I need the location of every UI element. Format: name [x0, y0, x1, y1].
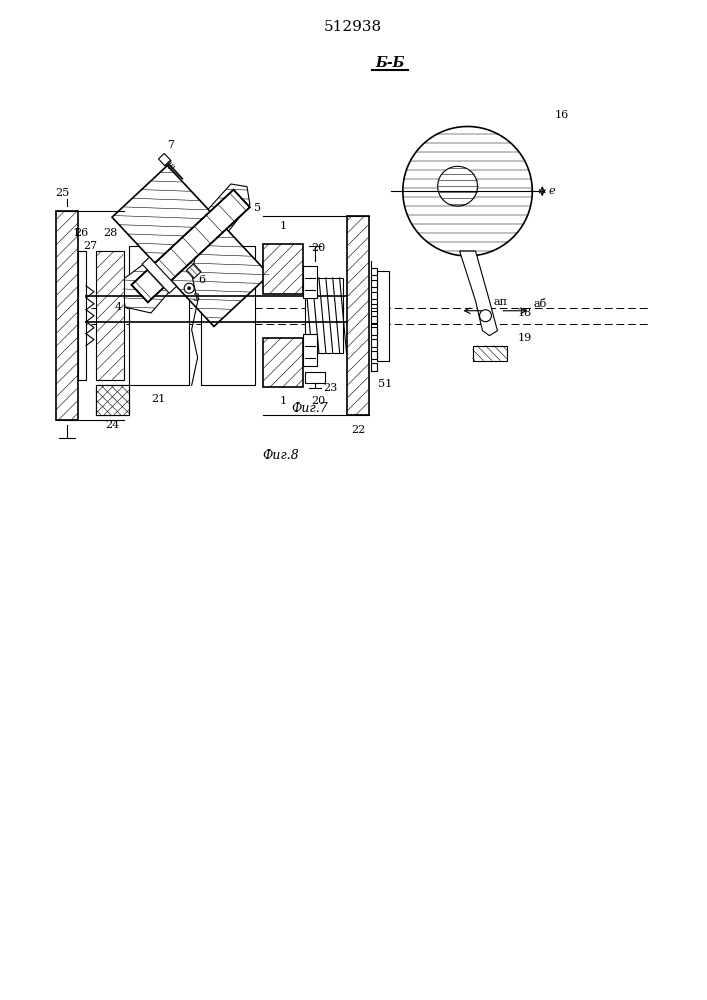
Text: 21: 21: [151, 394, 166, 404]
Text: 5: 5: [254, 203, 261, 213]
Polygon shape: [158, 153, 171, 166]
Text: 7: 7: [168, 140, 175, 150]
Polygon shape: [305, 278, 343, 353]
Text: 20: 20: [311, 243, 325, 253]
Polygon shape: [460, 251, 498, 336]
Text: Фиг.8: Фиг.8: [262, 449, 298, 462]
Text: аб: аб: [533, 299, 547, 309]
Polygon shape: [132, 190, 250, 302]
Circle shape: [185, 283, 194, 293]
Bar: [303, 334, 317, 366]
Text: ап: ап: [493, 297, 508, 307]
Bar: [303, 266, 317, 298]
Bar: [377, 271, 389, 361]
Text: 1: 1: [73, 228, 80, 238]
Text: 24: 24: [105, 420, 119, 430]
Polygon shape: [121, 259, 175, 313]
Polygon shape: [208, 184, 250, 231]
Text: 26: 26: [74, 228, 88, 238]
Bar: [129, 246, 189, 385]
Bar: [305, 372, 325, 383]
Polygon shape: [96, 385, 129, 415]
Bar: [78, 251, 86, 380]
Polygon shape: [347, 216, 369, 415]
Text: 27: 27: [83, 241, 97, 251]
Text: 22: 22: [351, 425, 365, 435]
Polygon shape: [133, 191, 248, 301]
Circle shape: [187, 287, 191, 290]
Text: 23: 23: [323, 383, 337, 393]
Text: 1: 1: [280, 221, 287, 231]
Text: 3: 3: [192, 293, 199, 303]
Text: 51: 51: [378, 379, 392, 389]
Text: 6: 6: [199, 275, 206, 285]
Polygon shape: [186, 264, 201, 279]
Text: Фиг.7: Фиг.7: [292, 402, 329, 415]
Text: 1: 1: [280, 396, 287, 406]
Text: 16: 16: [554, 110, 568, 120]
Bar: [201, 246, 255, 385]
Polygon shape: [56, 211, 78, 420]
Text: е: е: [548, 186, 555, 196]
Polygon shape: [472, 346, 508, 361]
Text: 512938: 512938: [324, 20, 382, 34]
Polygon shape: [96, 385, 129, 415]
Text: 18: 18: [518, 308, 532, 318]
Polygon shape: [112, 166, 269, 326]
Text: 20: 20: [311, 396, 325, 406]
Text: 4: 4: [115, 302, 122, 312]
Circle shape: [479, 310, 491, 322]
Polygon shape: [263, 244, 303, 294]
Polygon shape: [142, 257, 177, 293]
Text: 19: 19: [518, 333, 532, 343]
Polygon shape: [96, 251, 124, 380]
Text: 28: 28: [103, 228, 117, 238]
Text: Б-Б: Б-Б: [375, 56, 404, 70]
Polygon shape: [263, 338, 303, 387]
Text: 25: 25: [55, 188, 69, 198]
